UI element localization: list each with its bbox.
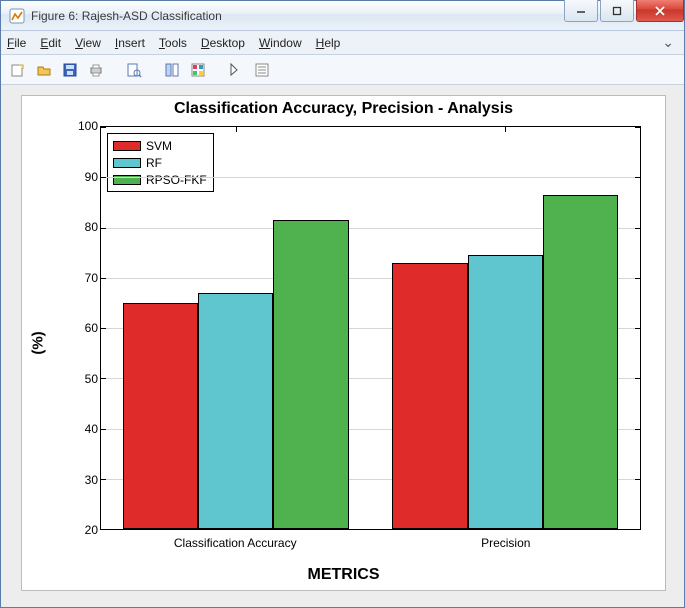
ytick-mark: [101, 127, 106, 128]
edit-plot-icon[interactable]: [225, 59, 247, 81]
legend-label: SVM: [146, 139, 172, 153]
legend-label: RPSO-FKF: [146, 173, 207, 187]
window-title: Figure 6: Rajesh-ASD Classification: [31, 9, 564, 23]
axes-area: SVM RF RPSO-FKF: [100, 126, 641, 530]
legend-label: RF: [146, 156, 162, 170]
matlab-figure-icon: [9, 8, 25, 24]
ytick-mark: [101, 177, 106, 178]
toolbar-separator: [111, 59, 119, 81]
xtick-label: Precision: [481, 536, 530, 550]
ytick-label: 80: [76, 220, 98, 234]
figure-window: Figure 6: Rajesh-ASD Classification File…: [0, 0, 685, 608]
bar-svm: [392, 263, 467, 529]
open-icon[interactable]: [33, 59, 55, 81]
ytick-mark: [635, 127, 640, 128]
legend-swatch: [113, 141, 141, 151]
ytick-mark: [635, 529, 640, 530]
ytick-label: 30: [76, 473, 98, 487]
menu-help[interactable]: Help: [316, 36, 341, 50]
ytick-mark: [635, 228, 640, 229]
legend-swatch: [113, 158, 141, 168]
xtick-label: Classification Accuracy: [174, 536, 297, 550]
grid-line: [101, 177, 640, 178]
open-property-inspector-icon[interactable]: [251, 59, 273, 81]
bar-svm: [123, 303, 198, 529]
ytick-mark: [101, 479, 106, 480]
titlebar: Figure 6: Rajesh-ASD Classification: [1, 1, 684, 31]
ytick-label: 70: [76, 271, 98, 285]
legend: SVM RF RPSO-FKF: [107, 133, 214, 192]
ytick-label: 60: [76, 321, 98, 335]
ytick-mark: [101, 328, 106, 329]
print-icon[interactable]: [85, 59, 107, 81]
menu-desktop[interactable]: Desktop: [201, 36, 245, 50]
bar-rf: [198, 293, 273, 529]
xtick-mark: [505, 127, 506, 132]
ytick-mark: [635, 378, 640, 379]
ytick-label: 90: [76, 170, 98, 184]
new-figure-icon[interactable]: [7, 59, 29, 81]
ytick-label: 50: [76, 372, 98, 386]
menu-file[interactable]: File: [7, 36, 26, 50]
maximize-button[interactable]: [600, 0, 634, 22]
ytick-mark: [101, 429, 106, 430]
toolbar: [1, 55, 684, 85]
print-preview-icon[interactable]: [123, 59, 145, 81]
toolbar-separator: [213, 59, 221, 81]
menu-edit[interactable]: Edit: [40, 36, 61, 50]
ytick-mark: [101, 228, 106, 229]
minimize-button[interactable]: [564, 0, 598, 22]
ytick-mark: [635, 177, 640, 178]
legend-item: RPSO-FKF: [113, 171, 207, 188]
legend-item: RF: [113, 154, 207, 171]
ytick-mark: [635, 479, 640, 480]
bar-rpso-fkf: [273, 220, 348, 529]
ytick-label: 100: [76, 119, 98, 133]
menubar: File Edit View Insert Tools Desktop Window Help…: [1, 31, 684, 55]
legend-swatch: [113, 175, 141, 185]
ytick-mark: [101, 278, 106, 279]
toolbar-separator: [149, 59, 157, 81]
ytick-mark: [101, 529, 106, 530]
plot-panel: Classification Accuracy, Precision - Ana…: [21, 95, 666, 591]
menu-view[interactable]: View: [75, 36, 101, 50]
figure-content: Classification Accuracy, Precision - Ana…: [1, 85, 684, 607]
menu-window[interactable]: Window: [259, 36, 302, 50]
x-axis-label: METRICS: [22, 566, 665, 584]
bar-rpso-fkf: [543, 195, 618, 529]
insert-colorbar-icon[interactable]: [187, 59, 209, 81]
ytick-label: 40: [76, 422, 98, 436]
window-controls: [564, 1, 684, 30]
menu-tools[interactable]: Tools: [159, 36, 187, 50]
bar-rf: [468, 255, 543, 529]
save-icon[interactable]: [59, 59, 81, 81]
ytick-mark: [635, 328, 640, 329]
ytick-label: 20: [76, 523, 98, 537]
link-plot-icon[interactable]: [161, 59, 183, 81]
close-button[interactable]: [636, 0, 684, 22]
ytick-mark: [635, 429, 640, 430]
menu-insert[interactable]: Insert: [115, 36, 145, 50]
y-axis-label: (%): [30, 331, 47, 354]
xtick-mark: [236, 127, 237, 132]
ytick-mark: [635, 278, 640, 279]
chart-title: Classification Accuracy, Precision - Ana…: [22, 96, 665, 118]
legend-item: SVM: [113, 137, 207, 154]
menu-context-icon[interactable]: ⌄: [658, 34, 678, 51]
ytick-mark: [101, 378, 106, 379]
